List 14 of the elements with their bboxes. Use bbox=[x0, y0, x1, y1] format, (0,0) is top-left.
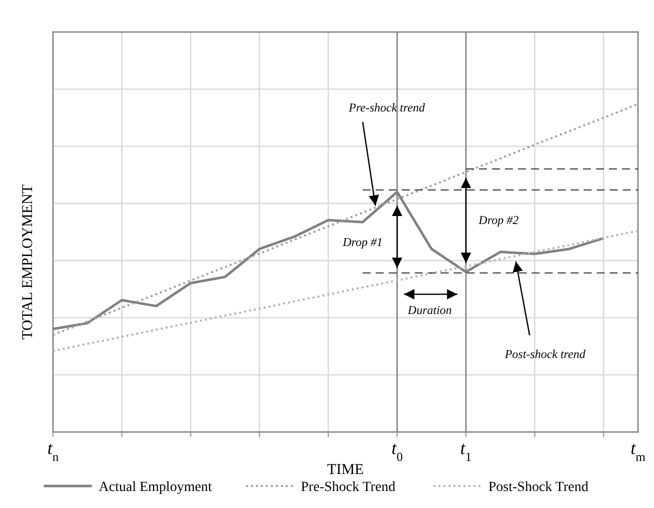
annotation: Post-shock trend bbox=[504, 346, 586, 361]
y-axis-title: TOTAL EMPLOYMENT bbox=[20, 184, 36, 340]
x-tick-label: t$_{n}$ bbox=[47, 438, 60, 464]
annotation: Pre-shock trend bbox=[348, 100, 426, 114]
annotation: Duration bbox=[406, 302, 452, 317]
x-tick-label: t$_{0}$ bbox=[391, 438, 403, 464]
annotation: Drop #2 bbox=[478, 213, 519, 228]
annotation: Drop #1 bbox=[342, 234, 383, 249]
legend-label: Actual Employment bbox=[98, 480, 212, 495]
x-axis-title: TIME bbox=[327, 462, 364, 478]
legend-label: Post-Shock Trend bbox=[488, 480, 588, 495]
x-tick-label: t$_{1}$ bbox=[460, 438, 472, 464]
x-tick-label: t$_{m}$ bbox=[630, 438, 646, 464]
legend-label: Pre-Shock Trend bbox=[300, 480, 396, 495]
